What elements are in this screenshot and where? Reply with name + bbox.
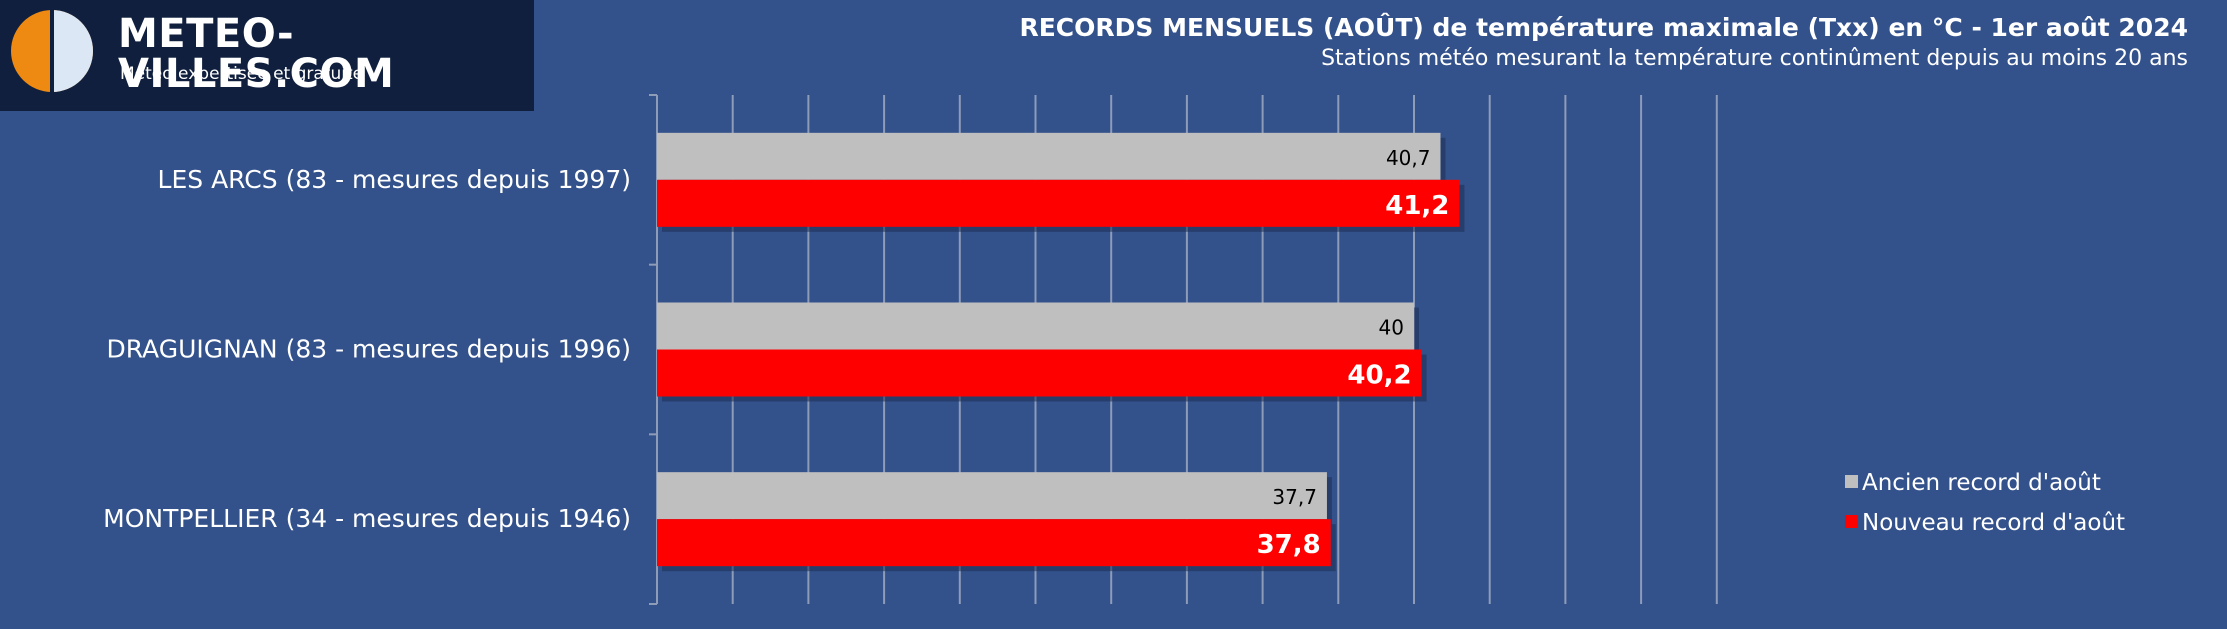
legend-swatch [1845, 515, 1858, 528]
data-label-new-record: 37,8 [1257, 530, 1321, 560]
chart-title: RECORDS MENSUELS (AOÛT) de température m… [1019, 13, 2188, 42]
category-label: MONTPELLIER (34 - mesures depuis 1946) [103, 504, 631, 533]
data-label-new-record: 41,2 [1385, 191, 1449, 221]
data-label-old-record: 40,7 [1386, 146, 1431, 170]
bar-new-record [657, 179, 1460, 227]
bar-old-record [657, 302, 1414, 350]
sun-moon-logo-icon [11, 10, 93, 92]
data-label-old-record: 40 [1379, 316, 1404, 340]
bar-old-record [657, 132, 1441, 180]
data-label-old-record: 37,7 [1272, 485, 1317, 509]
logo-title: METEO-VILLES.COM [118, 11, 395, 97]
bar-old-record [657, 472, 1327, 520]
legend-label: Nouveau record d'août [1862, 510, 2125, 536]
category-label: LES ARCS (83 - mesures depuis 1997) [158, 165, 631, 194]
data-label-new-record: 40,2 [1347, 361, 1411, 391]
legend-swatch [1845, 475, 1858, 488]
bar-new-record [657, 519, 1331, 567]
logo-subtitle: Météo expertisée et gratuite [120, 64, 364, 84]
chart-subtitle: Stations météo mesurant la température c… [1321, 46, 2188, 71]
logo: METEO-VILLES.COM Météo expertisée et gra… [0, 0, 534, 111]
bar-new-record [657, 349, 1422, 397]
category-label: DRAGUIGNAN (83 - mesures depuis 1996) [106, 335, 631, 364]
legend-label: Ancien record d'août [1862, 470, 2101, 496]
